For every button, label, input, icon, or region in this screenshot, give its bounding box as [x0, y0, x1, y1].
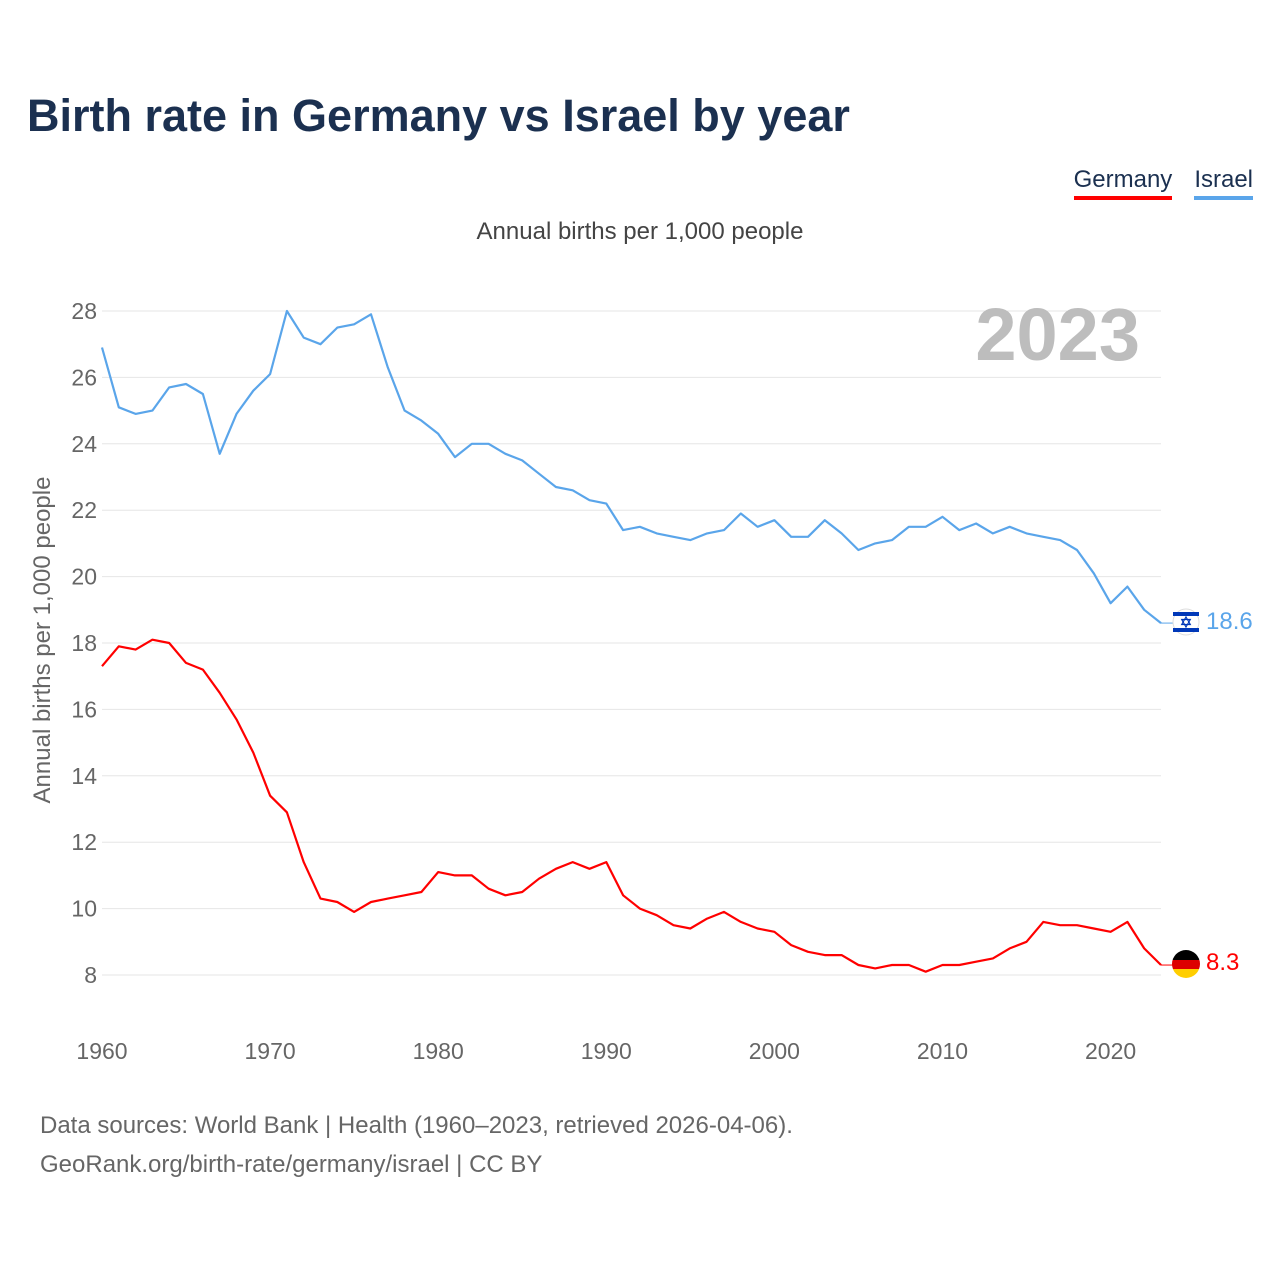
x-tick-label: 2000 — [749, 1038, 800, 1064]
germany-flag-icon — [1172, 950, 1200, 978]
data-sources: Data sources: World Bank | Health (1960–… — [40, 1106, 793, 1184]
x-tick-label: 1960 — [76, 1038, 127, 1064]
israel-flag-icon — [1172, 608, 1200, 636]
y-tick-label: 14 — [71, 763, 97, 789]
y-tick-label: 22 — [71, 497, 97, 523]
y-tick-label: 8 — [84, 962, 97, 988]
y-tick-label: 18 — [71, 630, 97, 656]
sources-line-1: Data sources: World Bank | Health (1960–… — [40, 1112, 793, 1139]
x-tick-label: 1990 — [581, 1038, 632, 1064]
series-line-israel — [100, 309, 1162, 624]
germany-end-value: 8.3 — [1206, 949, 1239, 976]
x-tick-label: 1980 — [413, 1038, 464, 1064]
y-tick-label: 28 — [71, 298, 97, 324]
y-tick-label: 26 — [71, 364, 97, 390]
chart-title: Birth rate in Germany vs Israel by year — [27, 90, 850, 141]
sources-line-2[interactable]: GeoRank.org/birth-rate/germany/israel | … — [40, 1151, 543, 1178]
y-tick-label: 12 — [71, 829, 97, 855]
x-tick-label: 2020 — [1085, 1038, 1136, 1064]
y-tick-label: 16 — [71, 696, 97, 722]
y-tick-label: 20 — [71, 564, 97, 590]
year-watermark: 2023 — [975, 293, 1140, 376]
y-axis-label: Annual births per 1,000 people — [29, 477, 56, 804]
x-tick-label: 2010 — [917, 1038, 968, 1064]
legend-item-israel[interactable]: Israel — [1194, 166, 1253, 200]
y-tick-label: 10 — [71, 896, 97, 922]
israel-end-value: 18.6 — [1206, 608, 1253, 635]
y-tick-label: 24 — [71, 431, 97, 457]
legend-item-germany[interactable]: Germany — [1073, 166, 1173, 200]
line-chart: 8 10 12 14 16 18 20 22 24 26 28 1960 1970 1980 1990 200… — [29, 293, 1253, 1064]
series-line-germany — [101, 638, 1162, 973]
legend: Germany Israel — [1073, 166, 1253, 200]
chart-subtitle: Annual births per 1,000 people — [476, 218, 804, 245]
x-tick-label: 1970 — [245, 1038, 296, 1064]
